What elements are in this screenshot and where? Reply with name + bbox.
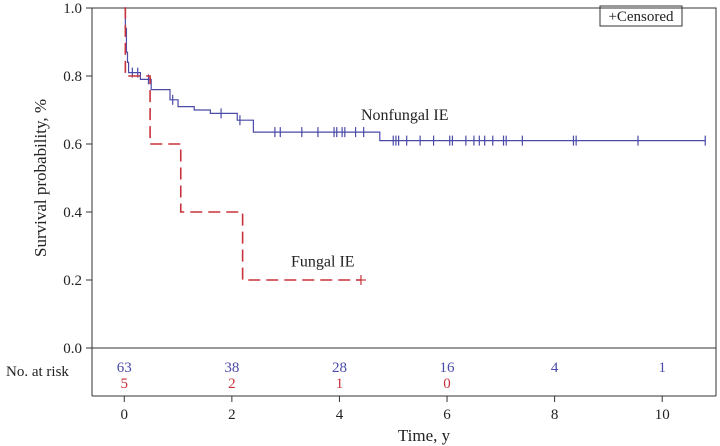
legend-box bbox=[599, 5, 683, 27]
series-label: Nonfungal IE bbox=[361, 107, 449, 124]
risk-count: 38 bbox=[224, 360, 239, 376]
plot-area bbox=[91, 7, 717, 349]
x-tick-label: 0 bbox=[121, 407, 129, 423]
y-tick-label: 0.0 bbox=[63, 341, 82, 357]
series-label: Fungal IE bbox=[291, 253, 355, 270]
risk-count: 63 bbox=[117, 360, 132, 376]
y-tick-label: 0.6 bbox=[63, 137, 82, 153]
series-line-fungal bbox=[124, 7, 361, 281]
risk-count: 0 bbox=[443, 376, 451, 392]
y-tick-label: 0.8 bbox=[63, 69, 82, 85]
risk-count: 5 bbox=[121, 376, 129, 392]
x-tick-label: 4 bbox=[336, 407, 344, 423]
series-line-nonfungal bbox=[124, 7, 706, 142]
risk-count: 28 bbox=[332, 360, 347, 376]
risk-table-label: No. at risk bbox=[6, 364, 69, 380]
x-tick-label: 10 bbox=[655, 407, 670, 423]
risk-count: 1 bbox=[336, 376, 344, 392]
legend-censored: +Censored bbox=[608, 9, 674, 25]
risk-count: 4 bbox=[551, 360, 559, 376]
x-tick-label: 2 bbox=[228, 407, 236, 423]
risk-count: 2 bbox=[228, 376, 236, 392]
y-tick-label: 0.4 bbox=[63, 205, 82, 221]
risk-count: 1 bbox=[658, 360, 666, 376]
risk-count: 16 bbox=[440, 360, 456, 376]
y-tick-label: 0.2 bbox=[63, 273, 82, 289]
y-tick-label: 1.0 bbox=[63, 1, 82, 17]
x-axis-label: Time, y bbox=[398, 426, 451, 445]
x-tick-label: 8 bbox=[551, 407, 559, 423]
x-tick-label: 6 bbox=[443, 407, 451, 423]
y-axis-label: Survival probability, % bbox=[31, 99, 50, 257]
